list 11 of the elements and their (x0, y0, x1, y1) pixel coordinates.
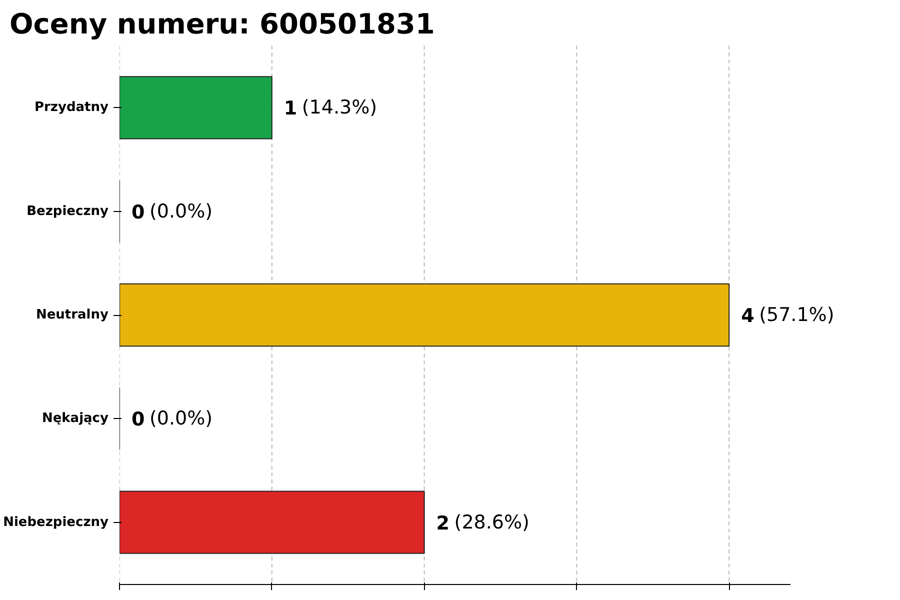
chart-title: Oceny numeru: 600501831 (10, 8, 435, 40)
y-tick-label: Niebezpieczny (3, 514, 110, 530)
data-label: 0 (0.0%) (132, 408, 213, 431)
data-label: 1 (14.3%) (284, 96, 378, 120)
y-tick-label: Neutralny (36, 308, 110, 322)
data-label: 2 (28.6%) (436, 511, 530, 534)
y-tick-label: Przydatny (34, 100, 110, 116)
data-label: 4 (57.1%) (741, 304, 834, 327)
y-tick-label: Bezpieczny (26, 204, 110, 219)
data-label: 0 (0.0%) (132, 200, 213, 224)
y-tick-label: Nękający (42, 411, 110, 426)
